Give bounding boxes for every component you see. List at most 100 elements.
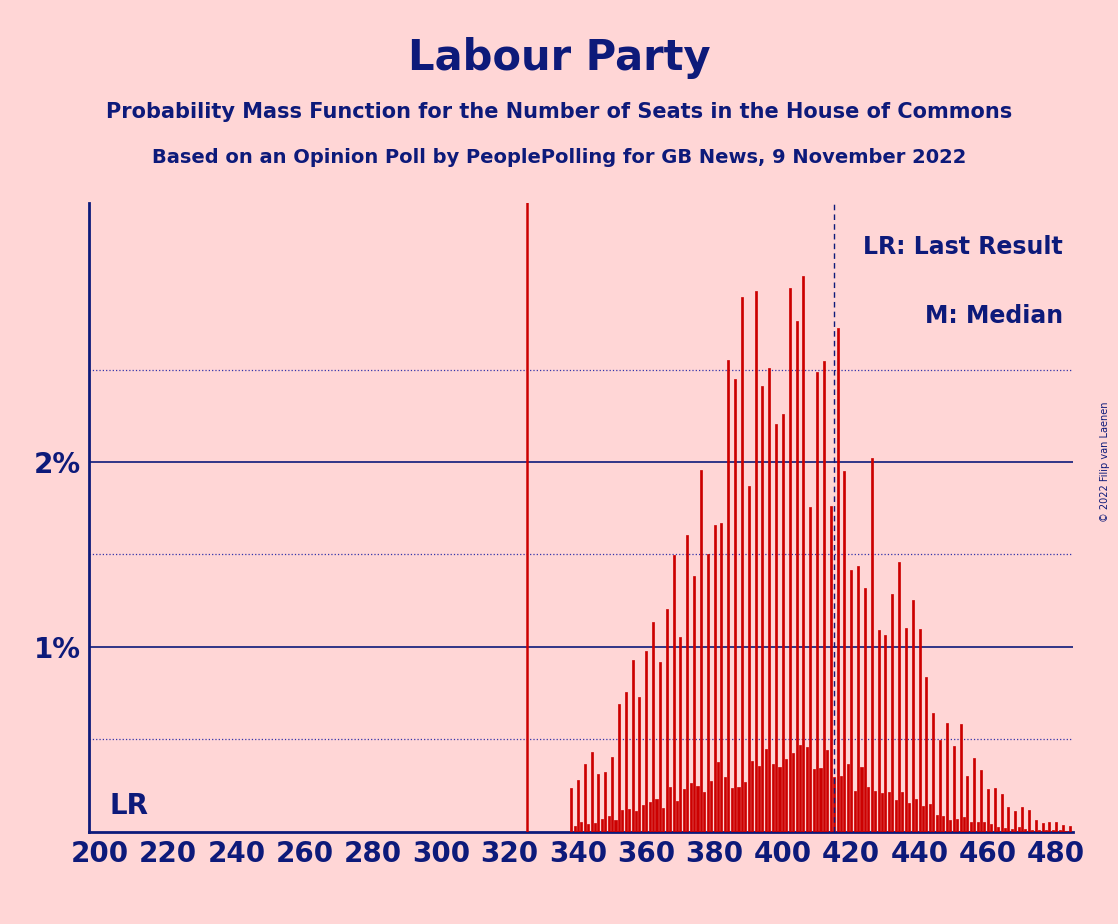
- Bar: [816, 372, 818, 832]
- Bar: [652, 622, 654, 832]
- Bar: [741, 298, 743, 832]
- Bar: [1001, 794, 1003, 832]
- Bar: [991, 824, 993, 832]
- Bar: [659, 662, 661, 832]
- Bar: [973, 758, 975, 832]
- Bar: [670, 787, 671, 832]
- Bar: [949, 821, 951, 832]
- Bar: [1014, 811, 1016, 832]
- Bar: [980, 771, 982, 832]
- Bar: [755, 291, 757, 832]
- Bar: [939, 739, 941, 832]
- Bar: [594, 823, 596, 832]
- Bar: [796, 321, 797, 832]
- Bar: [793, 753, 794, 832]
- Bar: [1007, 808, 1010, 832]
- Bar: [881, 793, 883, 832]
- Bar: [1004, 828, 1006, 832]
- Bar: [799, 745, 800, 832]
- Bar: [984, 822, 985, 832]
- Bar: [710, 781, 712, 832]
- Text: Labour Party: Labour Party: [408, 37, 710, 79]
- Bar: [878, 629, 880, 832]
- Bar: [819, 769, 822, 832]
- Text: M: Median: M: Median: [925, 304, 1063, 328]
- Bar: [953, 747, 955, 832]
- Bar: [731, 788, 732, 832]
- Bar: [922, 806, 923, 832]
- Bar: [612, 758, 613, 832]
- Bar: [942, 816, 945, 832]
- Bar: [916, 799, 917, 832]
- Bar: [635, 811, 637, 832]
- Bar: [843, 471, 845, 832]
- Bar: [590, 751, 593, 832]
- Bar: [836, 328, 838, 832]
- Bar: [628, 808, 631, 832]
- Bar: [597, 774, 599, 832]
- Bar: [751, 760, 754, 832]
- Bar: [813, 770, 815, 832]
- Bar: [1011, 829, 1013, 832]
- Bar: [680, 638, 682, 832]
- Bar: [1031, 830, 1033, 832]
- Text: Probability Mass Function for the Number of Seats in the House of Commons: Probability Mass Function for the Number…: [106, 102, 1012, 122]
- Bar: [781, 414, 784, 832]
- Bar: [904, 628, 907, 832]
- Text: LR: Last Result: LR: Last Result: [863, 235, 1063, 259]
- Bar: [871, 457, 873, 832]
- Bar: [655, 798, 657, 832]
- Bar: [963, 817, 965, 832]
- Bar: [600, 819, 603, 832]
- Bar: [693, 576, 695, 832]
- Bar: [645, 650, 647, 832]
- Bar: [748, 486, 750, 832]
- Bar: [642, 805, 644, 832]
- Bar: [969, 822, 972, 832]
- Bar: [707, 553, 709, 832]
- Bar: [894, 799, 897, 832]
- Bar: [570, 787, 572, 832]
- Text: Based on an Opinion Poll by PeoplePolling for GB News, 9 November 2022: Based on an Opinion Poll by PeoplePollin…: [152, 148, 966, 167]
- Bar: [1027, 809, 1030, 832]
- Bar: [861, 767, 862, 832]
- Bar: [868, 787, 870, 832]
- Bar: [823, 360, 825, 832]
- Bar: [1049, 821, 1051, 832]
- Bar: [806, 747, 808, 832]
- Bar: [809, 507, 812, 832]
- Bar: [1045, 830, 1046, 832]
- Bar: [785, 759, 787, 832]
- Bar: [1062, 825, 1064, 832]
- Bar: [911, 600, 913, 832]
- Bar: [908, 803, 910, 832]
- Bar: [956, 819, 958, 832]
- Bar: [840, 776, 842, 832]
- Bar: [788, 288, 790, 832]
- Bar: [864, 589, 866, 832]
- Bar: [700, 470, 702, 832]
- Bar: [919, 628, 920, 832]
- Bar: [874, 791, 877, 832]
- Bar: [690, 783, 692, 832]
- Bar: [966, 776, 968, 832]
- Bar: [676, 801, 678, 832]
- Bar: [803, 275, 805, 832]
- Bar: [1069, 826, 1071, 832]
- Bar: [665, 609, 667, 832]
- Bar: [997, 828, 999, 832]
- Bar: [850, 570, 852, 832]
- Bar: [745, 782, 747, 832]
- Bar: [608, 816, 609, 832]
- Bar: [826, 750, 828, 832]
- Bar: [846, 764, 849, 832]
- Bar: [1059, 831, 1061, 832]
- Bar: [1052, 830, 1054, 832]
- Bar: [929, 804, 931, 832]
- Text: © 2022 Filip van Laenen: © 2022 Filip van Laenen: [1100, 402, 1110, 522]
- Bar: [662, 808, 664, 832]
- Bar: [625, 692, 627, 832]
- Bar: [574, 826, 576, 832]
- Bar: [778, 768, 780, 832]
- Bar: [1017, 827, 1020, 832]
